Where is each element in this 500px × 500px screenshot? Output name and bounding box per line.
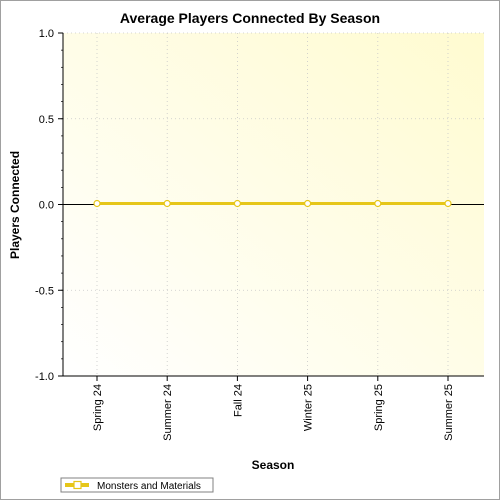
data-point [374, 199, 382, 208]
x-tick-label: Fall 24 [232, 384, 244, 417]
x-tick-label: Spring 25 [373, 384, 385, 431]
x-tick-label: Winter 25 [303, 384, 315, 431]
series-layer [93, 199, 452, 208]
data-point [163, 199, 171, 208]
data-point [233, 199, 241, 208]
y-axis-ticks: 1.0 0.5 0.0 -0.5 -1.0 [35, 28, 63, 383]
y-tick-label: 0.0 [39, 200, 54, 212]
data-point [444, 199, 452, 208]
chart-title: Average Players Connected By Season [120, 10, 380, 26]
x-axis-ticks: Spring 24 Summer 24 Fall 24 Winter 25 Spring… [92, 376, 455, 441]
y-tick-label: 1.0 [39, 28, 54, 40]
data-point [93, 199, 101, 208]
legend-series-marker [73, 480, 82, 490]
x-tick-label: Summer 24 [162, 384, 174, 441]
legend: Monsters and Materials [60, 477, 214, 493]
x-tick-label: Spring 24 [92, 384, 104, 431]
y-axis-title: Players Connected [8, 151, 22, 259]
x-tick-label: Summer 25 [443, 384, 455, 441]
y-tick-label: -1.0 [35, 371, 54, 383]
legend-box [60, 477, 214, 493]
x-axis-title: Season [252, 458, 295, 472]
data-point [304, 199, 312, 208]
legend-series-label: Monsters and Materials [97, 481, 201, 492]
y-tick-label: -0.5 [35, 285, 54, 297]
y-tick-label: 0.5 [39, 114, 54, 126]
